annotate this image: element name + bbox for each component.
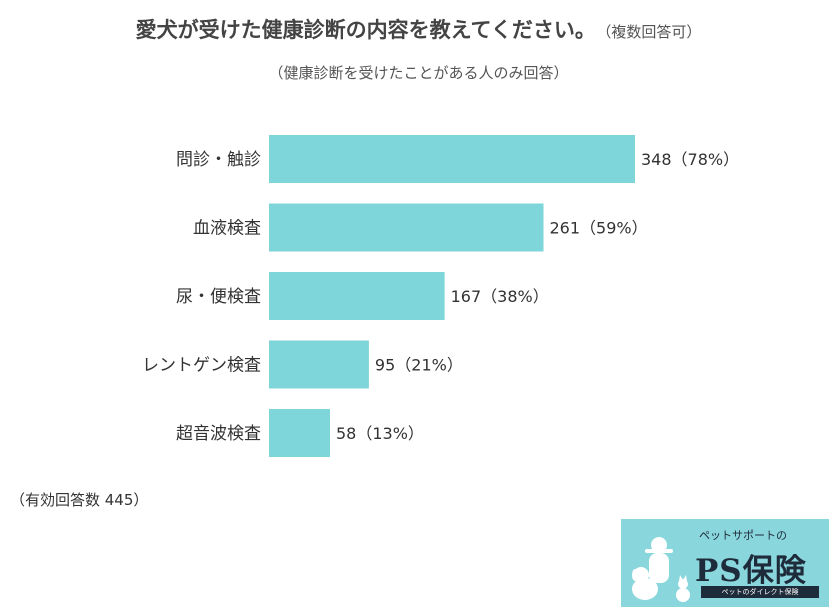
category-label: 血液検査: [193, 219, 261, 239]
pet-and-owner-icon: [632, 537, 690, 602]
bar: [269, 203, 544, 252]
category-label: 超音波検査: [176, 424, 261, 444]
category-label: レントゲン検査: [142, 356, 261, 376]
chart-title: 愛犬が受けた健康診断の内容を教えてください。: [135, 18, 596, 42]
category-label: 尿・便検査: [176, 287, 261, 307]
bar: [269, 409, 330, 457]
logo-tagline: ペットサポートの: [699, 529, 787, 542]
logo-subtitle: ペットのダイレクト保険: [701, 586, 819, 598]
ps-hoken-logo: ペットサポートの PS保険 ペットのダイレクト保険: [621, 519, 829, 607]
chart-title-note: （複数回答可）: [603, 23, 702, 41]
bar-chart: 問診・触診 348（78%） 血液検査 261（59%） 尿・便検査 167（38%） レン…: [142, 135, 739, 457]
chart-title-row: 愛犬が受けた健康診断の内容を教えてください。 （複数回答可）: [0, 14, 837, 44]
category-label: 問診・触診: [176, 150, 261, 170]
chart-subtitle: （健康診断を受けたことがある人のみ回答）: [268, 64, 569, 82]
value-label: 167（38%）: [451, 287, 549, 306]
bar: [269, 340, 369, 389]
value-label: 348（78%）: [641, 150, 739, 169]
logo-brand-name: PS保険: [695, 553, 807, 589]
value-label: 261（59%）: [550, 219, 648, 238]
response-count-footnote: （有効回答数 445）: [10, 491, 149, 509]
value-label: 95（21%）: [375, 356, 463, 375]
value-label: 58（13%）: [336, 424, 424, 443]
bar: [269, 135, 635, 183]
bar: [269, 272, 445, 320]
